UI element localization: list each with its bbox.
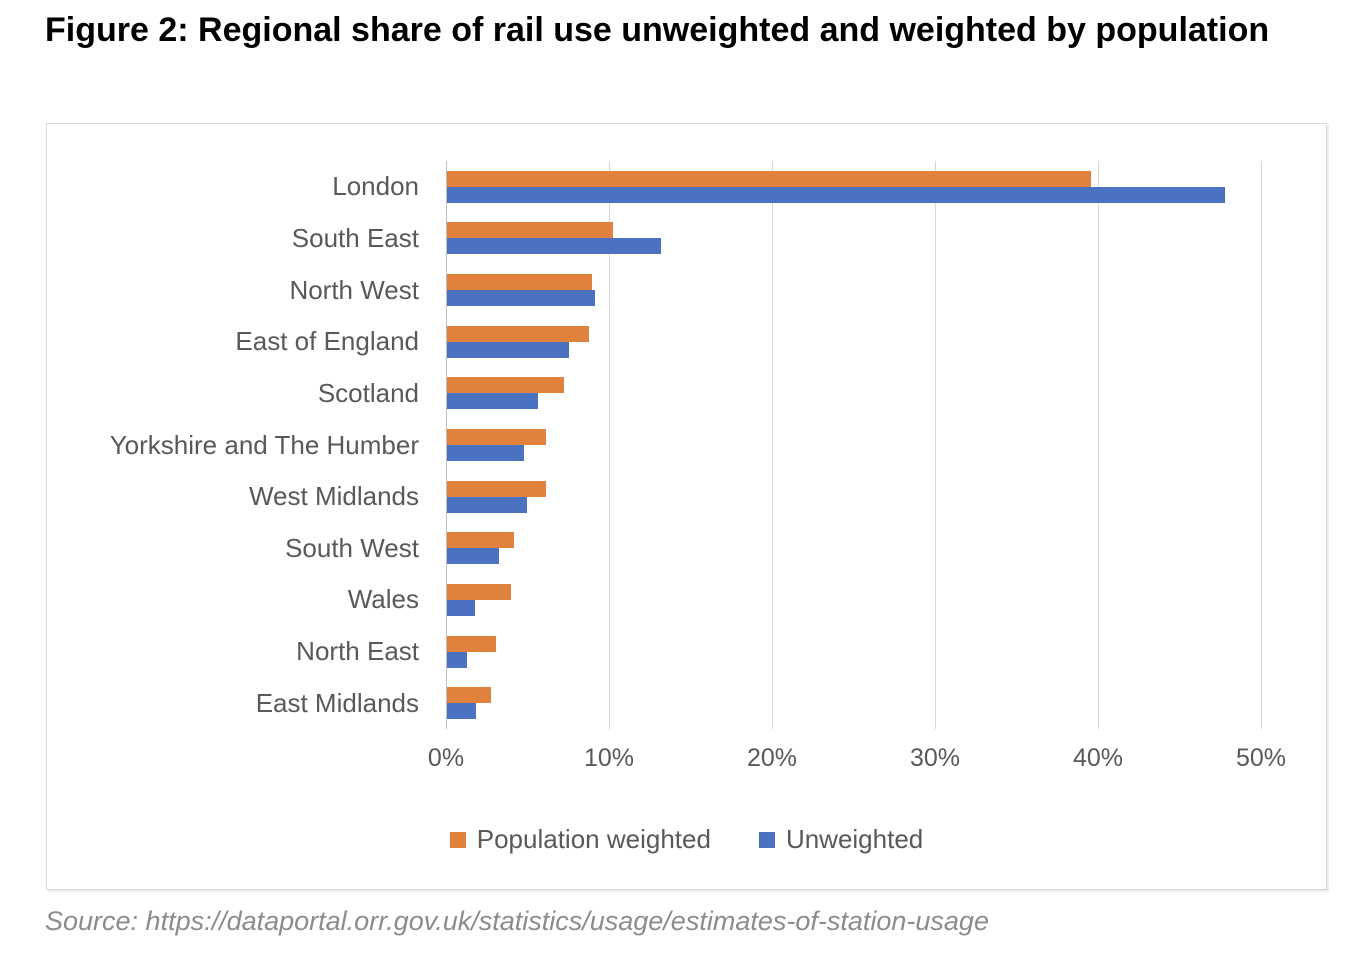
category-axis-labels: London South East North West East of Englan… xyxy=(47,161,419,729)
x-tick-label: 50% xyxy=(1235,744,1287,772)
bar-population-weighted xyxy=(447,532,514,549)
category-label: London xyxy=(332,171,419,202)
bar-population-weighted xyxy=(447,635,496,652)
legend-swatch-icon xyxy=(758,831,775,848)
x-axis-tick-labels: 0% 10% 20% 30% 40% 50% xyxy=(428,744,1322,778)
bar-population-weighted xyxy=(447,222,614,239)
category-label: North West xyxy=(289,274,419,305)
figure-title: Figure 2: Regional share of rail use unw… xyxy=(45,11,1270,49)
bar-population-weighted xyxy=(447,480,547,497)
bar-group-east-of-england xyxy=(447,316,1322,368)
gridline-20% xyxy=(772,161,773,729)
bar-unweighted xyxy=(447,703,477,720)
x-tick-label: 0% xyxy=(427,744,465,772)
bar-group-london xyxy=(447,161,1322,213)
bar-group-south-east xyxy=(447,213,1322,265)
category-label: Yorkshire and The Humber xyxy=(109,429,419,460)
plot-area xyxy=(446,161,1322,729)
y-axis-line xyxy=(446,161,447,729)
gridline-50% xyxy=(1261,161,1262,729)
category-label: Wales xyxy=(347,584,419,615)
category-label: East Midlands xyxy=(255,687,419,718)
source-attribution: Source: https://dataportal.orr.gov.uk/st… xyxy=(45,906,989,936)
bar-unweighted xyxy=(447,496,527,513)
bar-population-weighted xyxy=(447,377,565,394)
category-label: North East xyxy=(296,636,419,667)
category-label: West Midlands xyxy=(248,481,419,512)
bar-population-weighted xyxy=(447,583,511,600)
legend-label: Population weighted xyxy=(476,824,711,854)
gridline-30% xyxy=(935,161,936,729)
gridline-40% xyxy=(1098,161,1099,729)
bar-unweighted xyxy=(447,238,661,255)
bar-group-east-midlands xyxy=(447,677,1322,729)
bar-unweighted xyxy=(447,186,1225,203)
bar-group-south-west xyxy=(447,522,1322,574)
bar-group-yorkshire-and-the-humber xyxy=(447,419,1322,471)
bar-unweighted xyxy=(447,445,524,462)
bar-unweighted xyxy=(447,651,467,668)
legend-item-population-weighted: Population weighted xyxy=(449,824,711,855)
bar-population-weighted xyxy=(447,274,593,291)
gridline-10% xyxy=(609,161,610,729)
x-tick-label: 40% xyxy=(1072,744,1124,772)
x-tick-label: 10% xyxy=(583,744,635,772)
chart-container: London South East North West East of Englan… xyxy=(46,123,1327,890)
bar-rows xyxy=(447,161,1322,729)
bar-group-north-east xyxy=(447,626,1322,678)
bar-population-weighted xyxy=(447,170,1091,187)
bar-unweighted xyxy=(447,548,500,565)
bar-unweighted xyxy=(447,290,596,307)
bar-group-north-west xyxy=(447,264,1322,316)
bar-group-wales xyxy=(447,574,1322,626)
bar-group-scotland xyxy=(447,368,1322,420)
category-label: Scotland xyxy=(317,377,419,408)
legend-swatch-icon xyxy=(449,831,466,848)
bar-group-west-midlands xyxy=(447,471,1322,523)
category-label: South East xyxy=(291,222,419,253)
bar-population-weighted xyxy=(447,429,547,446)
bar-unweighted xyxy=(447,341,570,358)
x-tick-label: 20% xyxy=(746,744,798,772)
category-label: East of England xyxy=(235,326,419,357)
bar-unweighted xyxy=(447,599,475,616)
legend-label: Unweighted xyxy=(785,824,924,854)
x-tick-label: 30% xyxy=(909,744,961,772)
legend-item-unweighted: Unweighted xyxy=(758,824,924,855)
category-label: South West xyxy=(285,532,419,563)
bar-population-weighted xyxy=(447,325,589,342)
bar-population-weighted xyxy=(447,687,491,704)
bar-unweighted xyxy=(447,393,539,410)
chart-legend: Population weighted Unweighted xyxy=(47,824,1326,855)
